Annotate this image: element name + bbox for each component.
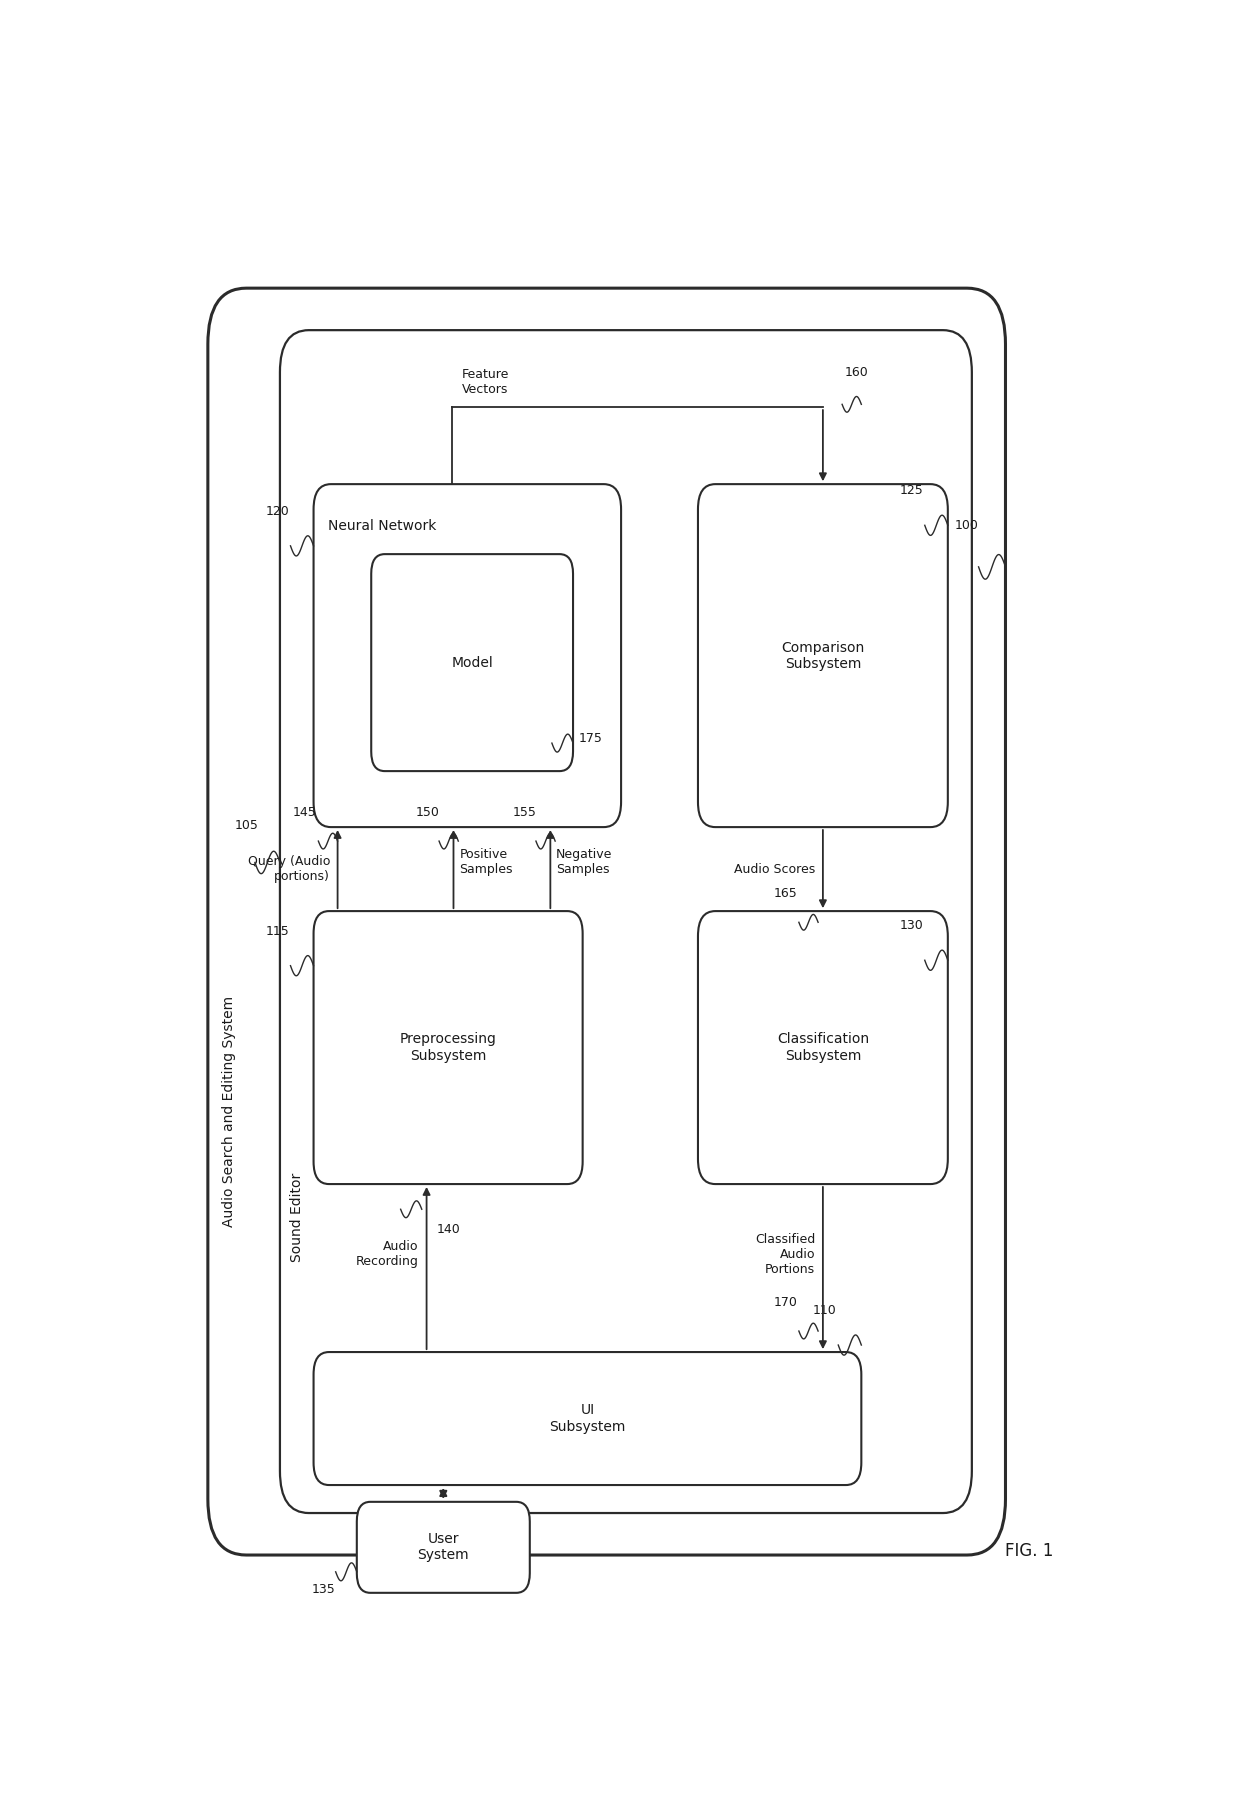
FancyBboxPatch shape [314,1353,862,1485]
Text: UI
Subsystem: UI Subsystem [549,1403,626,1434]
Text: 130: 130 [899,920,924,933]
Text: 105: 105 [234,818,258,831]
FancyBboxPatch shape [371,554,573,771]
FancyBboxPatch shape [208,289,1006,1554]
Text: 145: 145 [293,805,316,818]
FancyBboxPatch shape [314,911,583,1184]
Text: Feature
Vectors: Feature Vectors [461,367,508,396]
Text: Preprocessing
Subsystem: Preprocessing Subsystem [399,1033,496,1064]
Text: Classification
Subsystem: Classification Subsystem [776,1033,869,1064]
FancyBboxPatch shape [314,484,621,827]
Text: Comparison
Subsystem: Comparison Subsystem [781,640,864,671]
FancyBboxPatch shape [357,1502,529,1593]
Text: 125: 125 [899,484,924,498]
Text: Sound Editor: Sound Editor [290,1173,304,1262]
FancyBboxPatch shape [698,911,947,1184]
Text: 140: 140 [436,1224,460,1236]
Text: Audio Scores: Audio Scores [734,862,815,876]
Text: Positive
Samples: Positive Samples [459,847,513,876]
Text: Neural Network: Neural Network [327,520,436,533]
Text: FIG. 1: FIG. 1 [1006,1542,1054,1560]
Text: 155: 155 [512,805,537,818]
Text: 175: 175 [579,733,603,745]
Text: 165: 165 [774,887,797,900]
Text: 170: 170 [774,1296,797,1309]
FancyBboxPatch shape [280,331,972,1513]
FancyBboxPatch shape [698,484,947,827]
Text: Query (Audio
portions): Query (Audio portions) [248,854,330,884]
Text: Audio
Recording: Audio Recording [356,1240,419,1269]
Text: 120: 120 [265,505,289,518]
Text: Model: Model [451,656,494,669]
Text: Audio Search and Editing System: Audio Search and Editing System [222,996,236,1227]
Text: Negative
Samples: Negative Samples [556,847,613,876]
Text: 115: 115 [265,925,289,938]
Text: 100: 100 [955,518,980,533]
Text: 110: 110 [813,1304,837,1316]
Text: 135: 135 [311,1583,335,1596]
Text: 150: 150 [415,805,439,818]
Text: User
System: User System [418,1533,469,1562]
Text: 160: 160 [844,365,868,380]
Text: Classified
Audio
Portions: Classified Audio Portions [755,1233,815,1276]
